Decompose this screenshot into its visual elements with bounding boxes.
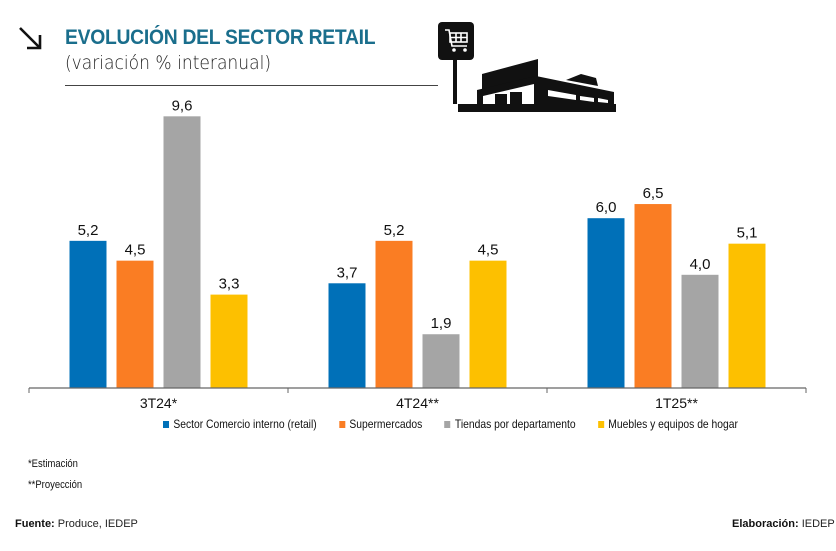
bar (163, 116, 201, 388)
legend-item-muebles: Muebles y equipos de hogar (597, 417, 738, 431)
credit-label: Elaboración: (732, 518, 799, 530)
data-label: 5,1 (737, 225, 758, 242)
bar (210, 294, 248, 388)
data-label: 9,6 (172, 97, 193, 114)
legend-swatch-retail (163, 420, 170, 428)
data-label: 4,0 (690, 256, 711, 273)
note-estimate: *Estimación (28, 458, 78, 470)
data-label: 6,5 (643, 185, 664, 202)
arrow-down-right-icon (19, 27, 42, 50)
legend-item-supermercados: Supermercados (339, 417, 422, 431)
legend-label: Supermercados (349, 417, 423, 431)
bar (681, 274, 719, 388)
legend-swatch-supermercados (339, 420, 346, 428)
data-label: 5,2 (78, 222, 99, 239)
title-divider (65, 85, 438, 86)
legend-label: Sector Comercio interno (retail) (173, 417, 317, 431)
bar (69, 240, 107, 388)
legend-item-retail: Sector Comercio interno (retail) (163, 417, 317, 431)
legend-item-tiendas: Tiendas por departamento (444, 417, 576, 431)
data-label: 4,5 (125, 242, 146, 259)
chart-subtitle: (variación % interanual) (65, 52, 272, 74)
bar (634, 204, 672, 388)
legend-label: Muebles y equipos de hogar (608, 417, 738, 431)
source-value: Produce, IEDEP (57, 518, 138, 530)
bar (328, 283, 366, 388)
credit-value: IEDEP (801, 518, 835, 530)
data-label: 3,7 (337, 264, 358, 281)
category-label: 1T25** (655, 395, 698, 411)
data-label: 3,3 (219, 276, 240, 293)
store-with-cart-sign-icon (438, 22, 616, 112)
bar (116, 260, 154, 388)
bar (728, 243, 766, 388)
legend-swatch-muebles (597, 420, 604, 428)
bar (422, 334, 460, 388)
legend-swatch-tiendas (444, 420, 451, 428)
legend-label: Tiendas por departamento (454, 417, 576, 431)
data-label: 6,0 (596, 199, 617, 216)
source-line: Fuente: Produce, IEDEP (15, 518, 138, 530)
bar (375, 240, 413, 388)
source-label: Fuente: (15, 518, 55, 530)
data-label: 5,2 (384, 222, 405, 239)
note-projection: **Proyección (28, 479, 83, 491)
legend: Sector Comercio interno (retail) Superme… (163, 417, 738, 431)
category-label: 4T24** (396, 395, 439, 411)
bar (469, 260, 507, 388)
chart-title: EVOLUCIÓN DEL SECTOR RETAIL (65, 26, 376, 49)
data-label: 4,5 (478, 242, 499, 259)
bar (587, 218, 625, 388)
category-label: 3T24* (140, 395, 178, 411)
data-label: 1,9 (431, 315, 452, 332)
credit-line: Elaboración: IEDEP (732, 518, 835, 530)
